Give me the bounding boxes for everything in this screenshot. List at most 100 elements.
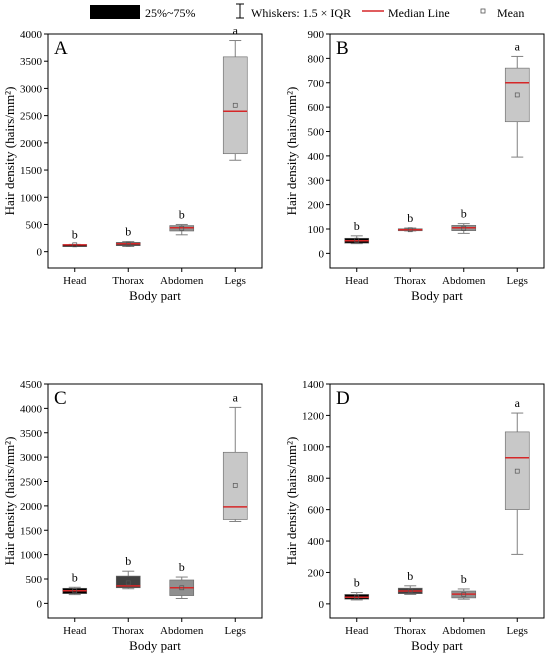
- significance-label: b: [179, 560, 185, 574]
- y-tick-label: 500: [26, 219, 43, 231]
- mean-marker: [354, 594, 360, 600]
- box-head: b: [344, 219, 370, 245]
- mean-marker: [514, 468, 520, 474]
- panel-letter: D: [336, 388, 350, 409]
- y-tick-label: 3000: [20, 83, 43, 95]
- y-tick-label: 100: [308, 224, 325, 236]
- y-tick-label: 2000: [20, 138, 43, 150]
- y-tick-label: 1400: [302, 379, 325, 391]
- significance-label: b: [407, 569, 413, 583]
- y-tick-label: 400: [308, 151, 325, 163]
- legend-median-label: Median Line: [388, 6, 450, 20]
- box-head: b: [62, 570, 88, 596]
- significance-label: b: [461, 207, 467, 221]
- y-axis-title: Hair density (hairs/mm²): [2, 437, 17, 566]
- x-tick-label: Thorax: [112, 625, 144, 637]
- y-tick-label: 200: [308, 200, 325, 212]
- mean-marker: [407, 588, 413, 594]
- iqr-box: [222, 451, 248, 520]
- mean-marker: [125, 580, 131, 586]
- iqr-box: [115, 575, 141, 589]
- significance-label: b: [407, 211, 413, 225]
- y-axis-title: Hair density (hairs/mm²): [284, 87, 299, 216]
- x-tick-label: Abdomen: [442, 625, 486, 637]
- box-thorax: b: [115, 225, 141, 248]
- x-tick-label: Legs: [507, 625, 528, 637]
- y-tick-label: 0: [319, 599, 325, 611]
- y-tick-label: 1500: [20, 165, 43, 177]
- significance-label: b: [179, 207, 185, 221]
- box-abdomen: b: [169, 560, 195, 599]
- mean-marker: [125, 241, 131, 247]
- panel-letter: B: [336, 38, 349, 59]
- significance-label: b: [72, 227, 78, 241]
- box-legs: a: [504, 39, 530, 158]
- x-tick-label: Head: [63, 275, 87, 287]
- significance-label: b: [354, 219, 360, 233]
- x-tick-label: Abdomen: [442, 275, 486, 287]
- plot-frame: [329, 383, 545, 619]
- legend-mean-marker: [480, 8, 486, 14]
- significance-label: b: [125, 554, 131, 568]
- y-tick-label: 4000: [20, 29, 43, 41]
- plot-frame: [329, 33, 545, 269]
- y-axis-title: Hair density (hairs/mm²): [284, 437, 299, 566]
- x-tick-label: Legs: [507, 275, 528, 287]
- y-tick-label: 200: [308, 567, 325, 579]
- panel-d: 0 200 400 600 800 1000 1200 1400 Head Thorax Abdom…: [284, 379, 545, 653]
- panel-b: 0 100 200 300 400 500 600 700 800 900 Head Thorax Ab…: [284, 29, 545, 303]
- significance-label: a: [515, 39, 521, 53]
- plot-frame: [47, 33, 263, 269]
- x-tick-label: Thorax: [112, 275, 144, 287]
- y-tick-label: 0: [37, 247, 43, 259]
- iqr-box: [222, 56, 248, 155]
- y-tick-label: 4500: [20, 379, 43, 391]
- x-tick-label: Thorax: [394, 275, 426, 287]
- legend-box-swatch: [90, 5, 140, 19]
- x-tick-label: Abdomen: [160, 275, 204, 287]
- significance-label: b: [72, 570, 78, 584]
- box-abdomen: b: [169, 207, 195, 236]
- legend-whisker-icon: [236, 3, 244, 19]
- x-tick-label: Head: [345, 275, 369, 287]
- x-axis-title: Body part: [411, 288, 463, 303]
- x-tick-label: Head: [63, 625, 87, 637]
- y-tick-label: 700: [308, 78, 325, 90]
- y-tick-label: 900: [308, 29, 325, 41]
- box-legs: a: [504, 396, 530, 555]
- legend-box-label: 25%~75%: [145, 6, 195, 20]
- y-axis-title: Hair density (hairs/mm²): [2, 87, 17, 216]
- y-tick-label: 400: [308, 536, 325, 548]
- x-tick-label: Thorax: [394, 625, 426, 637]
- y-tick-label: 800: [308, 53, 325, 65]
- y-tick-label: 1000: [302, 442, 325, 454]
- legend-mean-label: Mean: [497, 6, 524, 20]
- x-tick-label: Legs: [225, 275, 246, 287]
- y-tick-label: 1200: [302, 410, 325, 422]
- plot-frame: [47, 383, 263, 619]
- mean-marker: [354, 237, 360, 243]
- box-head: b: [344, 576, 370, 601]
- box-abdomen: b: [451, 207, 477, 234]
- y-tick-label: 300: [308, 175, 325, 187]
- significance-label: b: [354, 576, 360, 590]
- y-tick-label: 1000: [20, 192, 43, 204]
- mean-marker: [514, 92, 520, 98]
- mean-marker: [407, 227, 413, 233]
- legend-whisker-label: Whiskers: 1.5 × IQR: [251, 6, 351, 20]
- box-abdomen: b: [451, 572, 477, 600]
- y-tick-label: 600: [308, 505, 325, 517]
- mean-marker: [461, 592, 467, 597]
- y-tick-label: 2500: [20, 111, 43, 123]
- y-tick-label: 0: [319, 248, 325, 260]
- box-legs: a: [222, 24, 248, 161]
- y-tick-label: 0: [37, 598, 43, 610]
- y-tick-label: 2500: [20, 477, 43, 489]
- y-tick-label: 1500: [20, 525, 43, 537]
- y-tick-label: 600: [308, 102, 325, 114]
- x-tick-label: Head: [345, 625, 369, 637]
- mean-marker: [232, 102, 238, 108]
- y-tick-label: 1000: [20, 550, 43, 562]
- mean-marker: [461, 225, 467, 231]
